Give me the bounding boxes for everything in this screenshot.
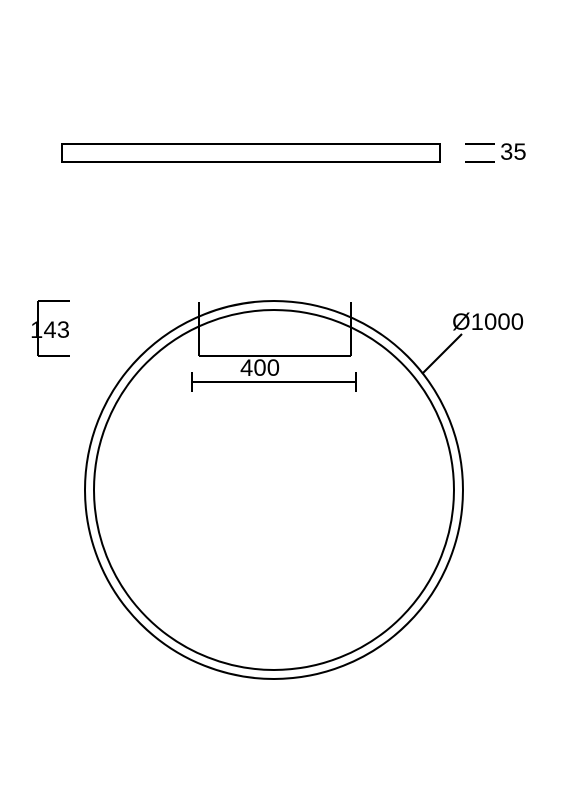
dim-35-label: 35 xyxy=(500,139,527,166)
dim-143-label: 143 xyxy=(30,317,70,344)
side-view-rect xyxy=(62,144,440,162)
dim-diameter-leader xyxy=(422,334,462,374)
dim-400-label: 400 xyxy=(240,355,280,382)
dim-diameter-label: Ø1000 xyxy=(452,309,524,336)
